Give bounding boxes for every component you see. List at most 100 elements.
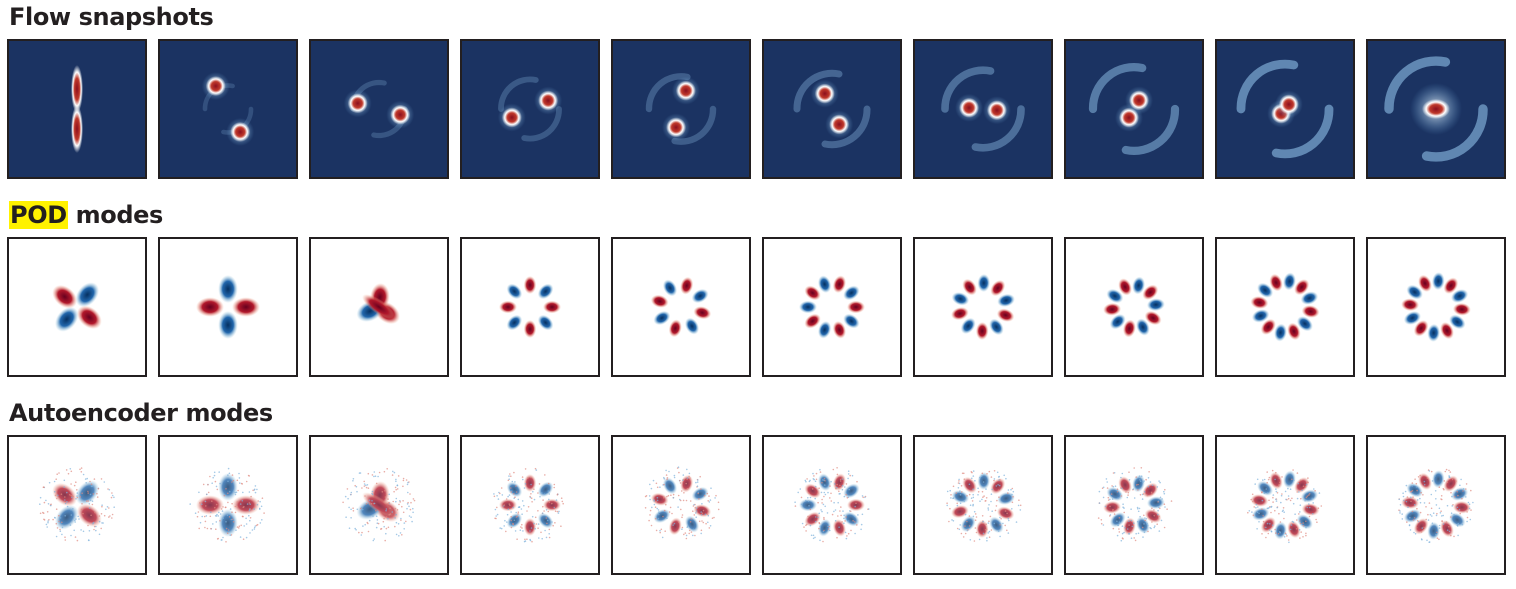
mode-lobe	[977, 274, 991, 292]
mode-lobe	[523, 518, 537, 536]
mode-lobe	[1142, 284, 1159, 300]
ae-tile-7	[913, 435, 1053, 575]
mode-lobe	[1452, 500, 1471, 514]
vortex-core	[390, 104, 411, 125]
mode-lobe	[1413, 518, 1429, 535]
mode-lobe	[232, 297, 260, 317]
mode-lobe	[975, 322, 989, 340]
mode-lobe	[218, 473, 238, 501]
mode-lobe	[499, 300, 517, 314]
mode-lobe	[76, 503, 102, 528]
mode-lobe	[1251, 309, 1270, 323]
mode-lobe	[218, 509, 238, 537]
mode-lobe	[1440, 322, 1454, 340]
mode-lobe	[1144, 310, 1162, 326]
mode-lobe	[990, 280, 1006, 297]
mode-lobe	[817, 473, 832, 491]
mode-lobe	[817, 519, 832, 537]
vortex-core	[538, 90, 559, 111]
vortex-core	[71, 65, 83, 113]
mode-lobe	[1257, 282, 1274, 298]
pod-field-image	[650, 276, 712, 338]
flow-field-image	[343, 79, 415, 139]
mode-lobe	[1451, 487, 1469, 501]
ae-field-image	[946, 470, 1022, 542]
pod-modes-row	[7, 237, 1507, 377]
mode-lobe	[960, 515, 976, 532]
vorticity-filament	[941, 66, 1025, 152]
flow-snapshots-row	[7, 39, 1507, 179]
mode-lobe	[1103, 500, 1122, 514]
mode-lobe	[684, 515, 700, 533]
mode-lobe	[537, 283, 554, 300]
vortex-core	[501, 107, 522, 128]
mode-lobe	[1118, 476, 1132, 494]
mode-lobe	[951, 307, 969, 321]
pod-tile-4	[460, 237, 600, 377]
ae-tile-3	[309, 435, 449, 575]
mode-lobe	[52, 482, 78, 507]
mode-lobe	[847, 300, 865, 314]
flow-field-image	[1088, 63, 1180, 155]
mode-lobe	[499, 498, 517, 512]
flow-title-text: Flow snapshots	[9, 3, 214, 31]
ae-tile-8	[1064, 435, 1204, 575]
pod-tile-8	[1064, 237, 1204, 377]
pod-field-image	[951, 274, 1015, 340]
flow-tile-1	[7, 39, 147, 179]
flow-tile-4	[460, 39, 600, 179]
mode-lobe	[196, 495, 224, 515]
mode-lobe	[668, 517, 682, 536]
mode-lobe	[537, 512, 554, 529]
flow-tile-6	[762, 39, 902, 179]
mode-lobe	[843, 483, 860, 499]
mode-lobe	[1122, 319, 1136, 338]
mode-lobe	[997, 491, 1015, 505]
vortex-core	[959, 97, 980, 118]
mode-lobe	[1452, 302, 1471, 316]
mode-lobe	[1106, 486, 1124, 502]
mode-lobe	[650, 294, 669, 308]
vorticity-filament	[1384, 56, 1488, 162]
flow-field-image	[497, 76, 563, 142]
vortex-core	[814, 83, 835, 104]
mode-lobe	[1283, 272, 1296, 291]
mode-lobe	[1403, 311, 1421, 325]
mode-lobe	[75, 282, 100, 308]
ae-field-image	[342, 468, 416, 542]
mode-lobe	[1449, 512, 1466, 528]
mode-lobe	[951, 505, 969, 519]
mode-lobe	[817, 321, 832, 339]
mode-lobe	[1136, 516, 1150, 534]
pod-tile-6	[762, 237, 902, 377]
flow-tile-3	[309, 39, 449, 179]
mode-lobe	[650, 492, 669, 506]
mode-lobe	[1250, 494, 1269, 507]
ae-field-image	[794, 467, 870, 543]
mode-lobe	[843, 285, 860, 301]
pod-tile-10	[1366, 237, 1506, 377]
mode-lobe	[1250, 296, 1269, 309]
flow-field-image	[1384, 56, 1488, 162]
ae-field-image	[1247, 469, 1323, 544]
mode-lobe	[537, 314, 554, 331]
mode-lobe	[996, 308, 1015, 322]
pod-field-image	[499, 276, 561, 338]
mode-lobe	[693, 306, 712, 320]
mode-lobe	[997, 293, 1015, 307]
vortex-core	[675, 80, 696, 101]
vortex-core	[71, 105, 83, 153]
mode-lobe	[232, 495, 260, 515]
vortex-core	[829, 114, 850, 135]
mode-lobe	[1431, 470, 1445, 489]
mode-lobe	[843, 511, 860, 527]
mode-lobe	[1301, 305, 1320, 318]
mode-lobe	[1274, 323, 1287, 342]
ae-tile-1	[7, 435, 147, 575]
pod-tile-1	[7, 237, 147, 377]
mode-lobe	[1427, 521, 1441, 540]
mode-lobe	[1401, 496, 1420, 510]
mode-lobe	[506, 283, 523, 300]
vortex-core	[205, 76, 226, 97]
mode-lobe	[1106, 288, 1124, 304]
